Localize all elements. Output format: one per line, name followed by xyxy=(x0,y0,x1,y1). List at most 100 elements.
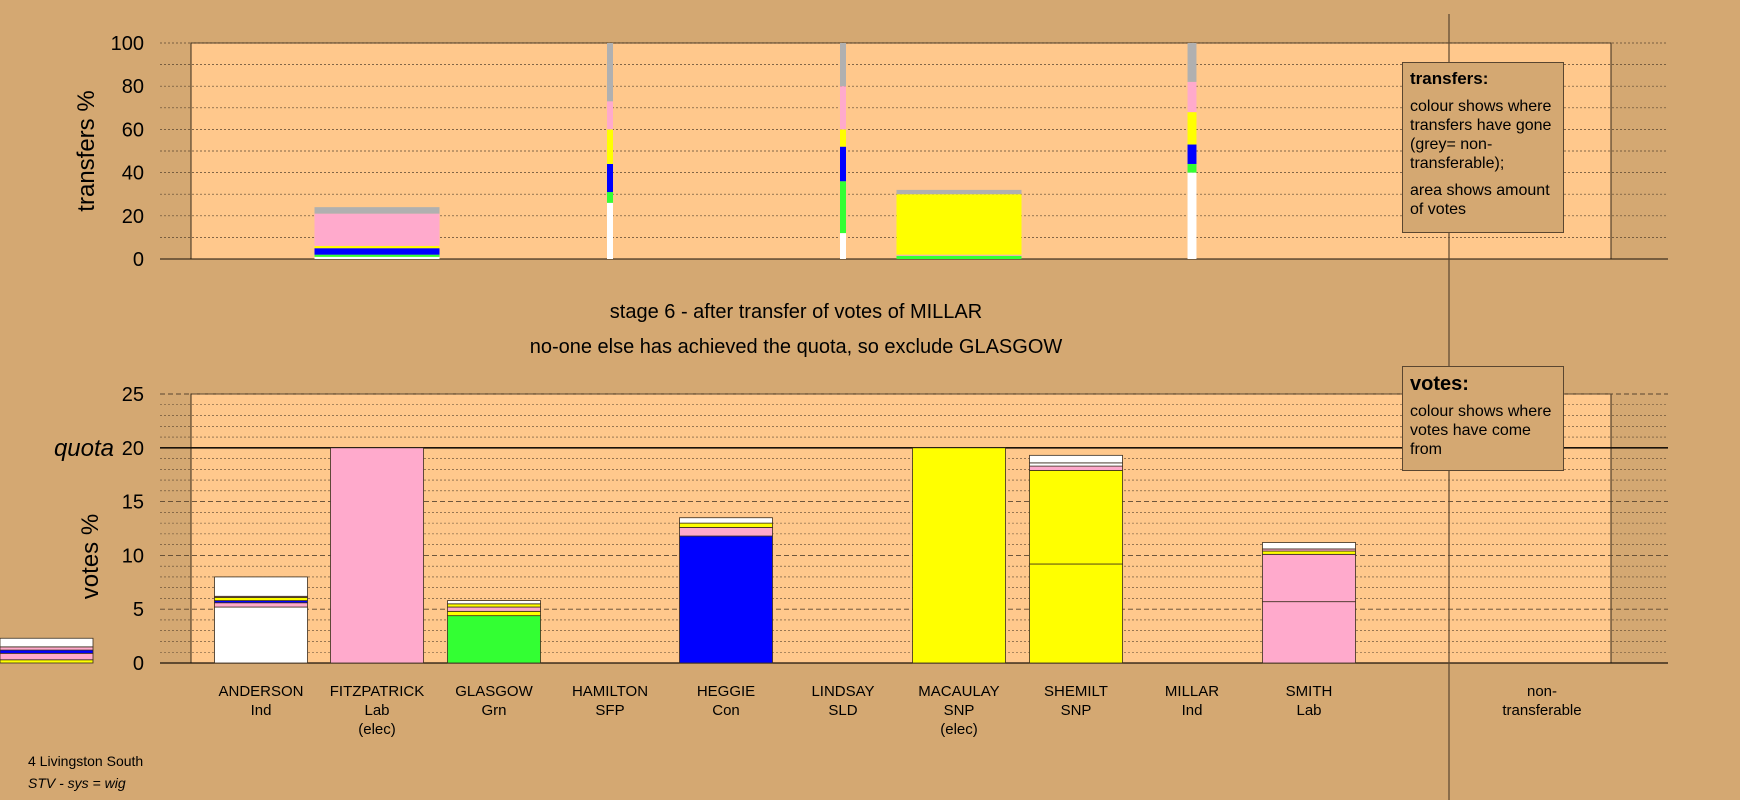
transfer-bar-segment xyxy=(896,194,1022,255)
transfer-bar-segment xyxy=(840,86,846,130)
vote-bar-segment xyxy=(330,447,424,664)
votes-legend: votes: colour shows where votes have com… xyxy=(1402,366,1564,471)
stage-title: stage 6 - after transfer of votes of MIL… xyxy=(610,301,982,323)
category-label: (elec) xyxy=(940,721,978,738)
vote-bar-segment xyxy=(679,522,773,528)
category-label: FITZPATRICK xyxy=(330,683,424,700)
vote-bar-segment xyxy=(679,535,773,664)
category-label: non- xyxy=(1527,683,1557,700)
vote-bar-segment xyxy=(1262,553,1356,603)
vote-bar-segment xyxy=(1262,601,1356,664)
vote-bar-segment xyxy=(447,606,541,612)
transfer-bar-segment xyxy=(314,207,440,214)
transfer-bar-segment xyxy=(840,43,846,87)
votes-ytick: 15 xyxy=(122,492,144,514)
transfer-bar-segment xyxy=(314,248,440,255)
votes-plot-area xyxy=(190,393,1612,664)
vote-bar-segment xyxy=(0,646,94,651)
votes-ylabel: votes % xyxy=(77,514,104,599)
vote-bar-segment xyxy=(912,447,1006,664)
vote-bar-segment xyxy=(679,517,773,524)
vote-bar-segment xyxy=(1029,469,1123,565)
category-label: SLD xyxy=(828,702,857,719)
vote-bar-segment xyxy=(447,600,541,605)
category-label: LINDSAY xyxy=(811,683,874,700)
vote-bar-segment xyxy=(1262,550,1356,555)
transfer-bar-segment xyxy=(1187,81,1197,113)
votes-ytick: 0 xyxy=(133,653,144,675)
transfers-ylabel: transfers % xyxy=(73,90,100,211)
vote-bar-segment xyxy=(679,527,773,537)
transfers-ytick: 0 xyxy=(133,249,144,271)
votes-panel: 0 5 10 15 20 25 quota votes % xyxy=(0,384,1668,675)
vote-bar-segment xyxy=(214,596,308,601)
transfer-bar-segment xyxy=(607,163,613,193)
footer-constituency: 4 Livingston South xyxy=(28,753,144,769)
category-label: SMITH xyxy=(1286,683,1333,700)
transfers-ytick: 60 xyxy=(122,119,144,141)
transfer-bar-segment xyxy=(896,189,1022,195)
vote-bar-segment xyxy=(0,652,94,661)
transfers-ytick: 20 xyxy=(122,206,144,228)
transfers-legend-line2: area shows amount of votes xyxy=(1410,182,1550,218)
transfers-legend-line1: colour shows where transfers have gone (… xyxy=(1410,98,1552,172)
transfer-bar-segment xyxy=(607,129,613,164)
vote-bar-segment xyxy=(1029,454,1123,464)
transfers-panel: 0 20 40 60 80 100 transfers % xyxy=(73,33,1668,271)
transfer-bar-segment xyxy=(607,192,613,203)
category-label: SNP xyxy=(944,702,975,719)
votes-ytick: 25 xyxy=(122,384,144,406)
transfers-ytick: 100 xyxy=(111,33,144,55)
category-label: SFP xyxy=(595,702,624,719)
category-label: Grn xyxy=(481,702,506,719)
vote-bar-segment xyxy=(1029,462,1123,467)
stage-subtitle: no-one else has achieved the quota, so e… xyxy=(530,336,1063,358)
transfer-bar-segment xyxy=(314,246,440,249)
vote-bar-segment xyxy=(447,603,541,608)
vote-bar-segment xyxy=(214,606,308,664)
category-label: GLASGOW xyxy=(455,683,533,700)
transfer-bar-segment xyxy=(1187,163,1197,173)
transfer-bar-segment xyxy=(1187,112,1197,145)
category-label: Ind xyxy=(1182,702,1203,719)
transfer-bar-segment xyxy=(840,233,846,259)
vote-bar-segment xyxy=(1029,563,1123,664)
votes-legend-title: votes: xyxy=(1410,373,1469,395)
votes-legend-line1: colour shows where votes have come from xyxy=(1410,403,1552,458)
category-label: (elec) xyxy=(358,721,396,738)
transfer-bar-segment xyxy=(314,254,440,257)
vote-bar-segment xyxy=(0,637,94,648)
quota-label: quota xyxy=(54,435,114,462)
vote-bar-segment xyxy=(0,649,94,654)
transfers-ytick: 80 xyxy=(122,76,144,98)
transfer-bar-segment xyxy=(840,129,846,147)
category-label: HAMILTON xyxy=(572,683,648,700)
vote-bar-segment xyxy=(447,615,541,664)
transfer-bar-segment xyxy=(1187,144,1197,164)
category-label: Lab xyxy=(364,702,389,719)
transfer-bar-segment xyxy=(896,254,1022,256)
category-label: Lab xyxy=(1296,702,1321,719)
transfer-bar-segment xyxy=(840,181,846,234)
footer-system: STV - sys = wig xyxy=(28,775,126,791)
category-label: Ind xyxy=(251,702,272,719)
vote-bar-segment xyxy=(447,610,541,617)
category-label: HEGGIE xyxy=(697,683,755,700)
votes-ytick: 5 xyxy=(133,599,144,621)
category-label: MILLAR xyxy=(1165,683,1219,700)
transfer-bar-segment xyxy=(896,255,1022,259)
transfer-bar-segment xyxy=(607,202,613,259)
votes-ytick: 20 xyxy=(122,438,144,460)
transfer-bar-segment xyxy=(314,256,440,259)
transfer-bar-segment xyxy=(607,101,613,130)
transfers-legend-title: transfers: xyxy=(1410,69,1489,88)
vote-bar-segment xyxy=(214,602,308,608)
category-label: SHEMILT xyxy=(1044,683,1108,700)
transfer-bar-segment xyxy=(840,146,846,182)
category-label: Con xyxy=(712,702,740,719)
votes-ytick: 10 xyxy=(122,545,144,567)
category-label: transferable xyxy=(1502,702,1581,719)
vote-bar-segment xyxy=(214,576,308,597)
transfer-bar-segment xyxy=(1187,43,1197,82)
